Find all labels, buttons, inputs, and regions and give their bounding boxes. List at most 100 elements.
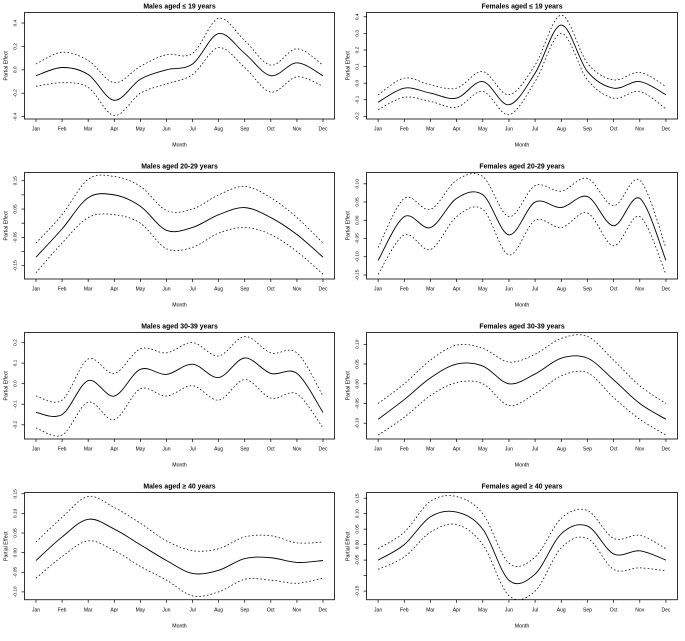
y-tick-label: 0.2 [13, 339, 19, 346]
x-tick-label: May [478, 127, 488, 133]
x-tick-label: Oct [267, 127, 275, 133]
x-tick-label: Aug [557, 607, 566, 613]
x-tick-label: Jul [189, 447, 195, 453]
chart-svg: Females aged 20-29 years 0.10 0.05 0.00 -0.0… [346, 164, 678, 308]
chart-svg: Males aged ≥ 40 years 0.15 0.10 0.05 0.00 -0.… [4, 484, 335, 629]
x-axis-label: Month [172, 623, 187, 629]
chart-title: Females aged 20-29 years [479, 164, 565, 171]
series-line-solid [377, 355, 667, 420]
x-tick-label: May [136, 607, 146, 613]
x-tick-label: Jan [374, 447, 382, 453]
series-line-lower-dotted [377, 523, 666, 600]
y-axis-label: Partial Effect [346, 211, 352, 241]
series-line-lower-dotted [35, 379, 324, 437]
x-tick-label: Mar [426, 287, 435, 293]
y-axis-label: Partial Effect [4, 531, 10, 561]
chart-title: Females aged ≥ 40 years [482, 484, 563, 491]
plot-box [24, 12, 335, 120]
y-tick-label: 0.05 [13, 204, 19, 214]
y-tick-label: 0.00 [355, 540, 361, 550]
y-tick-label: 0.05 [355, 359, 361, 369]
x-tick-label: Jul [532, 607, 538, 613]
y-tick-label: -0.2 [13, 89, 19, 98]
x-tick-label: Aug [557, 447, 566, 453]
y-tick-label: 0.15 [355, 493, 361, 503]
x-tick-label: Mar [84, 607, 93, 613]
y-tick-label: 0.1 [13, 359, 19, 366]
x-tick-label: Oct [610, 287, 618, 293]
y-axis-label: Partial Effect [346, 371, 352, 401]
series-line-upper-dotted [35, 336, 324, 403]
y-tick-label: 0.3 [355, 30, 361, 37]
x-tick-label: Dec [319, 447, 328, 453]
x-tick-label: Jul [189, 127, 195, 133]
x-tick-label: Jan [32, 607, 40, 613]
y-tick-label: 0.2 [355, 46, 361, 53]
plot-box [24, 332, 335, 440]
x-tick-label: Feb [58, 447, 67, 453]
x-tick-label: Oct [267, 447, 275, 453]
chart-panel: Males aged ≥ 40 years 0.15 0.10 0.05 0.00 -0.… [0, 480, 342, 641]
y-tick-label: -0.10 [355, 417, 361, 428]
x-tick-label: Feb [400, 127, 409, 133]
x-tick-label: Aug [214, 287, 223, 293]
x-tick-label: Sep [240, 287, 249, 293]
x-tick-label: Sep [583, 607, 592, 613]
chart-svg: Females aged 30-39 years 0.10 0.05 0.00 -0.0… [346, 324, 678, 469]
series-line-lower-dotted [35, 213, 324, 275]
x-tick-label: Dec [319, 127, 328, 133]
y-tick-label: 0.00 [355, 379, 361, 389]
y-tick-label: -0.05 [13, 566, 19, 577]
x-tick-label: Jan [32, 127, 40, 133]
x-tick-label: Nov [635, 447, 644, 453]
x-axis-label: Month [515, 463, 530, 469]
plot-box [24, 172, 335, 280]
series-line-upper-dotted [35, 174, 324, 244]
x-tick-label: Feb [58, 287, 67, 293]
series-line-solid [377, 510, 667, 585]
x-tick-label: Dec [661, 607, 670, 613]
y-tick-label: 0.4 [13, 19, 19, 26]
plot-box [366, 332, 678, 440]
x-tick-label: Aug [557, 127, 566, 133]
chart-title: Females aged ≤ 19 years [481, 4, 562, 11]
x-axis-label: Month [172, 463, 187, 469]
x-tick-label: Mar [84, 447, 93, 453]
x-tick-label: May [136, 447, 146, 453]
chart-panel: Males aged 20-29 years 0.15 0.05 -0.05 -0.15… [0, 160, 342, 320]
x-tick-label: Sep [240, 127, 249, 133]
x-tick-label: Jun [162, 287, 170, 293]
series-line-upper-dotted [377, 173, 667, 248]
x-tick-label: Mar [426, 127, 435, 133]
x-tick-label: Dec [661, 447, 670, 453]
series-line-lower-dotted [35, 540, 324, 597]
x-tick-label: Jul [189, 607, 195, 613]
x-tick-label: Jun [505, 607, 513, 613]
chart-svg: Females aged ≥ 40 years 0.15 0.10 0.05 0.00 -… [346, 484, 678, 629]
chart-title: Females aged 30-39 years [479, 324, 565, 331]
y-tick-label: -0.05 [355, 233, 361, 244]
x-tick-label: Dec [319, 287, 328, 293]
series-line-lower-dotted [377, 206, 667, 275]
y-tick-label: -0.4 [13, 112, 19, 121]
chart-panel: Females aged ≤ 19 years 0.4 0.3 0.2 0.1 0.0 -0… [342, 0, 685, 160]
x-tick-label: Jul [189, 287, 195, 293]
y-tick-label: -0.2 [355, 112, 361, 121]
series-line-solid [35, 357, 324, 417]
series-line-solid [35, 193, 324, 258]
x-tick-label: Apr [110, 287, 118, 293]
x-tick-label: Dec [661, 287, 670, 293]
y-tick-label: 0.4 [355, 13, 361, 20]
y-tick-label: -0.2 [13, 420, 19, 429]
x-tick-label: Aug [557, 287, 566, 293]
x-tick-label: Jan [374, 607, 382, 613]
x-axis-label: Month [515, 623, 530, 629]
x-tick-label: May [478, 287, 488, 293]
series-line-upper-dotted [377, 14, 667, 96]
y-tick-label: 0.00 [13, 548, 19, 558]
y-axis-label: Partial Effect [346, 51, 352, 81]
y-tick-label: 0.05 [355, 197, 361, 207]
chart-title: Males aged ≤ 19 years [143, 4, 216, 11]
chart-title: Males aged 30-39 years [141, 324, 218, 331]
